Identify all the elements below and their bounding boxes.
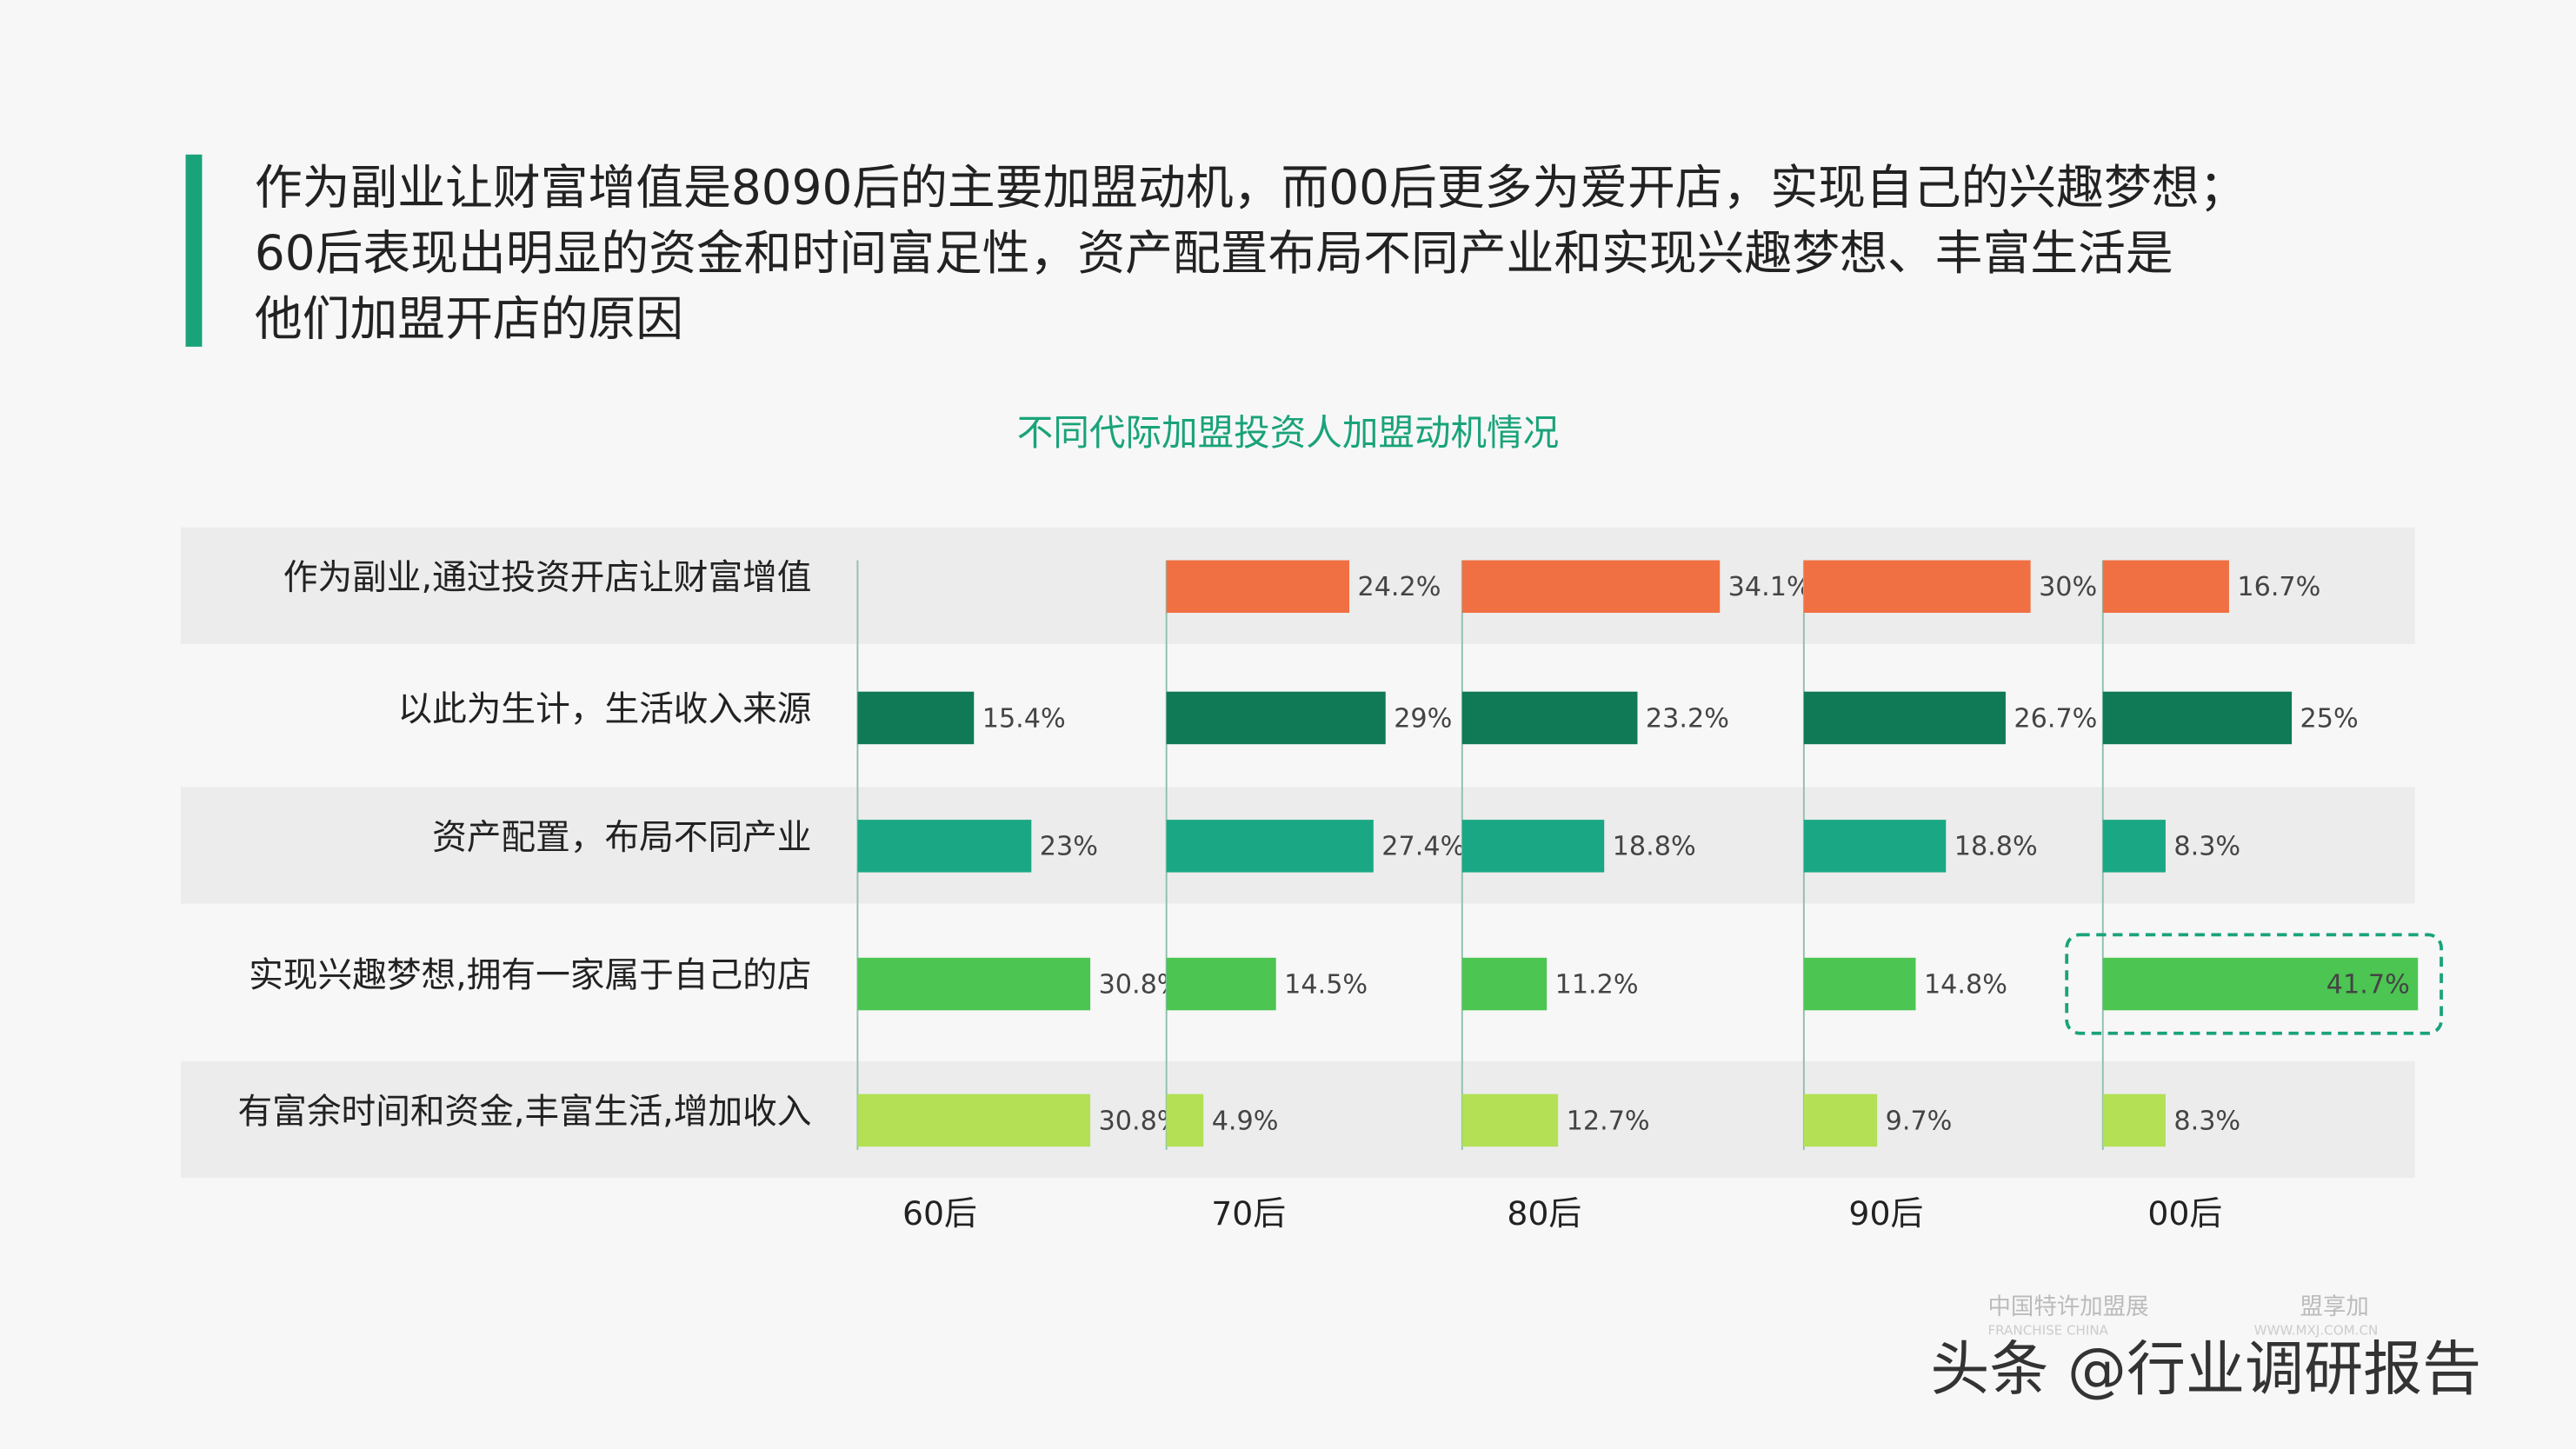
watermark: 头条 @行业调研报告 — [1930, 1335, 2481, 1404]
value-label: 41.7% — [2326, 969, 2410, 1000]
bar — [1461, 957, 1548, 1011]
value-label: 27.4% — [1381, 832, 1465, 862]
bar — [1166, 560, 1350, 614]
value-label: 8.3% — [2173, 832, 2240, 862]
watermark: 中国特许加盟展 — [1987, 1293, 2148, 1320]
headline: 60后表现出明显的资金和时间富足性，资产配置布局不同产业和实现兴趣梦想、丰富生活… — [255, 225, 2173, 281]
value-label: 18.8% — [1613, 832, 1696, 862]
headline: 他们加盟开店的原因 — [255, 291, 683, 347]
category-label: 作为副业,通过投资开店让财富增值 — [283, 558, 812, 598]
bar — [857, 820, 1032, 873]
bar — [1461, 1093, 1559, 1147]
bar — [857, 1093, 1091, 1147]
bar — [2102, 691, 2293, 745]
value-label: 14.5% — [1284, 969, 1368, 1000]
watermark: 盟享加 — [2300, 1293, 2369, 1320]
bar — [2102, 1093, 2166, 1147]
category-label: 资产配置，布局不同产业 — [432, 817, 811, 857]
value-label: 9.7% — [1886, 1106, 1953, 1136]
value-label: 11.2% — [1555, 969, 1639, 1000]
category-label: 以此为生计，生活收入来源 — [397, 689, 811, 729]
value-label: 29% — [1394, 703, 1452, 734]
bar — [1803, 820, 1947, 873]
bar — [1461, 820, 1605, 873]
bar — [857, 691, 975, 745]
value-label: 34.1% — [1728, 572, 1812, 602]
category-label: 实现兴趣梦想,拥有一家属于自己的店 — [249, 955, 811, 995]
headline: 作为副业让财富增值是8090后的主要加盟动机，而00后更多为爱开店，实现自己的兴… — [255, 159, 2247, 215]
bar — [1166, 820, 1374, 873]
highlight-box — [2065, 933, 2443, 1035]
bar — [1803, 957, 1916, 1011]
x-tick-label: 90后 — [1848, 1194, 1923, 1233]
x-tick-label: 60后 — [902, 1194, 977, 1233]
category-label: 有富余时间和资金,丰富生活,增加收入 — [238, 1092, 812, 1132]
bar — [2102, 560, 2229, 614]
value-label: 8.3% — [2173, 1106, 2240, 1136]
value-label: 15.4% — [982, 703, 1066, 734]
row-band — [180, 1060, 2415, 1179]
bar — [1803, 560, 2031, 614]
plot: 作为副业,通过投资开店让财富增值以此为生计，生活收入来源资产配置，布局不同产业实… — [180, 527, 2419, 1233]
bar — [2102, 957, 2419, 1011]
value-label: 23% — [1040, 832, 1098, 862]
bar — [1166, 691, 1386, 745]
value-label: 16.7% — [2237, 572, 2320, 602]
value-label: 23.2% — [1646, 703, 1729, 734]
bar — [1166, 1093, 1204, 1147]
value-label: 24.2% — [1357, 572, 1441, 602]
watermark: WWW.MXJ.COM.CN — [2254, 1322, 2379, 1338]
bar — [1461, 691, 1638, 745]
value-label: 12.7% — [1567, 1106, 1650, 1136]
value-label: 25% — [2300, 703, 2359, 734]
watermark: FRANCHISE CHINA — [1987, 1322, 2108, 1338]
value-label: 4.9% — [1212, 1106, 1279, 1136]
bar — [1461, 560, 1721, 614]
bar — [2102, 820, 2166, 873]
value-label: 14.8% — [1924, 969, 2007, 1000]
x-tick-label: 00后 — [2147, 1194, 2222, 1233]
bar — [1803, 691, 2006, 745]
value-label: 18.8% — [1954, 832, 2038, 862]
bar — [857, 957, 1091, 1011]
value-label: 30% — [2039, 572, 2097, 602]
bar — [1166, 957, 1276, 1011]
chart-title: 不同代际加盟投资人加盟动机情况 — [1017, 411, 1559, 454]
accent-bar — [185, 154, 203, 347]
value-label: 26.7% — [2014, 703, 2097, 734]
bar — [1803, 1093, 1878, 1147]
x-tick-label: 70后 — [1211, 1194, 1286, 1233]
x-tick-label: 80后 — [1507, 1194, 1581, 1233]
